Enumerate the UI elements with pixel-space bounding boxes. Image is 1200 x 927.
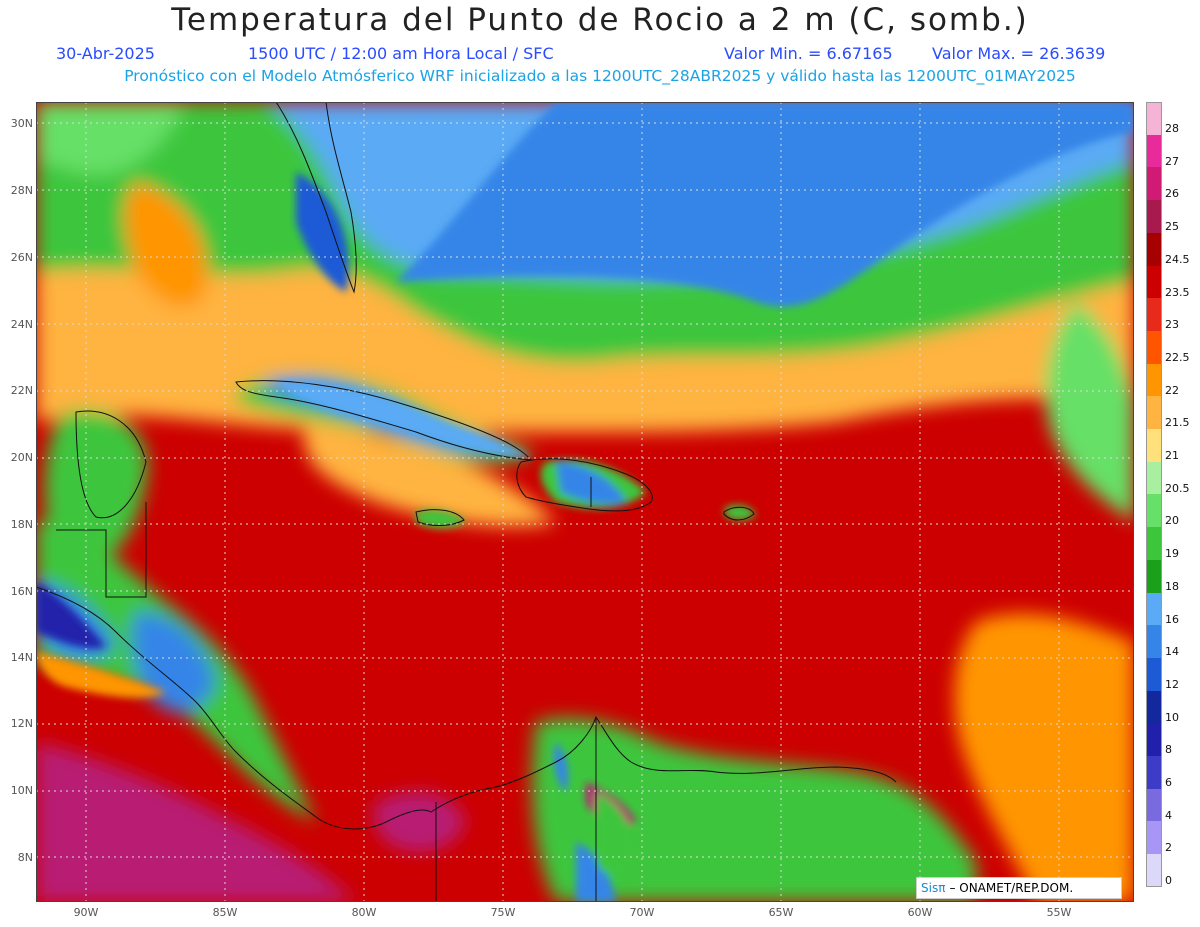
colorbar-label: 20	[1165, 514, 1179, 528]
lon-label: 90W	[73, 906, 99, 919]
colorbar-swatch	[1146, 461, 1162, 495]
colorbar-swatch	[1146, 363, 1162, 397]
map-title: Temperatura del Punto de Rocio a 2 m (C,…	[171, 2, 1029, 38]
credit-box: Sisπ – ONAMET/REP.DOM.	[916, 877, 1122, 899]
colorbar-label: 22	[1165, 383, 1179, 397]
lat-label: 24N	[10, 318, 33, 331]
lon-label: 70W	[629, 906, 655, 919]
colorbar-label: 23	[1165, 318, 1179, 332]
colorbar-swatch	[1146, 592, 1162, 626]
colorbar-label: 10	[1165, 710, 1179, 724]
colorbar-frame	[1146, 102, 1162, 887]
colorbar-label: 20.5	[1165, 481, 1190, 495]
lat-label: 18N	[10, 518, 33, 531]
colorbar-label: 22.5	[1165, 350, 1190, 364]
lon-label: 75W	[490, 906, 516, 919]
lon-label: 60W	[907, 906, 933, 919]
colorbar-label: 19	[1165, 547, 1179, 561]
colorbar-label: 25	[1165, 220, 1179, 234]
colorbar-label: 16	[1165, 612, 1179, 626]
colorbar-label: 18	[1165, 579, 1179, 593]
lon-label: 85W	[212, 906, 238, 919]
min-value: Valor Min. = 6.67165	[724, 44, 893, 63]
colorbar-label: 24.5	[1165, 252, 1190, 266]
credit-text: – ONAMET/REP.DOM.	[949, 881, 1074, 895]
lat-label: 28N	[10, 184, 33, 197]
colorbar-label: 14	[1165, 645, 1179, 659]
lat-label: 8N	[17, 851, 33, 864]
model-info: Pronóstico con el Modelo Atmósferico WRF…	[124, 67, 1076, 85]
colorbar-label: 23.5	[1165, 285, 1190, 299]
lat-label: 14N	[10, 651, 33, 664]
dewpoint-map	[36, 102, 1134, 902]
colorbar-swatch	[1146, 527, 1162, 561]
lat-label: 22N	[10, 384, 33, 397]
colorbar-swatch	[1146, 265, 1162, 299]
colorbar-label: 26	[1165, 187, 1179, 201]
colorbar-swatch	[1146, 232, 1162, 266]
colorbar-label: 4	[1165, 808, 1172, 822]
lat-label: 12N	[10, 717, 33, 730]
colorbar-label: 12	[1165, 677, 1179, 691]
lat-label: 30N	[10, 117, 33, 130]
lon-label: 80W	[351, 906, 377, 919]
colorbar-label: 27	[1165, 154, 1179, 168]
colorbar-label: 8	[1165, 743, 1172, 757]
lat-label: 20N	[10, 451, 33, 464]
colorbar-swatch	[1146, 854, 1162, 888]
colorbar-swatch	[1146, 298, 1162, 332]
colorbar-swatch	[1146, 330, 1162, 364]
colorbar-label: 21.5	[1165, 416, 1190, 430]
colorbar-swatch	[1146, 429, 1162, 462]
lat-label: 26N	[10, 251, 33, 264]
colorbar-label: 0	[1165, 874, 1172, 888]
colorbar-swatch	[1146, 821, 1162, 855]
colorbar-label: 21	[1165, 449, 1179, 462]
colorbar-swatch	[1146, 559, 1162, 593]
lon-label: 65W	[768, 906, 794, 919]
forecast-time: 1500 UTC / 12:00 am Hora Local / SFC	[248, 44, 554, 63]
colorbar-swatch	[1146, 657, 1162, 691]
colorbar-swatch	[1146, 494, 1162, 528]
colorbar-swatch	[1146, 625, 1162, 659]
colorbar-swatch	[1146, 756, 1162, 789]
colorbar-swatch	[1146, 723, 1162, 757]
colorbar-swatch	[1146, 690, 1162, 724]
colorbar-swatch	[1146, 396, 1162, 430]
colorbar-swatch	[1146, 102, 1162, 135]
colorbar-label: 6	[1165, 776, 1172, 789]
colorbar-label: 2	[1165, 841, 1172, 855]
max-value: Valor Max. = 26.3639	[932, 44, 1106, 63]
lon-label: 55W	[1046, 906, 1072, 919]
lat-label: 16N	[10, 585, 33, 598]
colorbar-label: 28	[1165, 122, 1179, 135]
forecast-date: 30-Abr-2025	[56, 44, 155, 63]
sis-logo: Sisπ	[921, 881, 946, 895]
lat-label: 10N	[10, 784, 33, 797]
colorbar-swatch	[1146, 788, 1162, 822]
colorbar-swatch	[1146, 134, 1162, 168]
colorbar-swatch	[1146, 167, 1162, 201]
colorbar-swatch	[1146, 200, 1162, 234]
